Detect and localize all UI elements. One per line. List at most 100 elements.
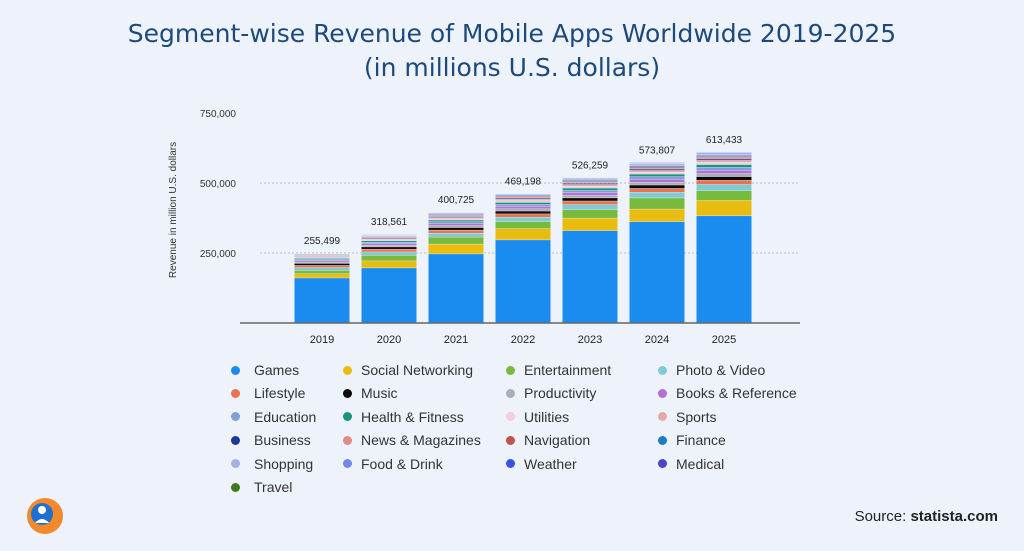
bar-segment-books-reference [428,223,484,226]
bar-segment-social-networking [629,209,685,222]
bar-segment-lifestyle [294,265,350,268]
brand-logo [27,498,63,534]
bar-total-label: 255,499 [304,236,341,247]
y-axis-label: Revenue in million U.S. dollars [168,142,179,278]
legend-item: Weather [506,456,577,472]
stacked-bar-chart: 250,000 500,000 750,000 Revenue in million … [168,109,800,346]
legend-item: Navigation [506,432,590,448]
bar-segment-education [495,204,551,207]
legend-swatch [506,459,515,469]
bar-segment-finance [696,155,752,157]
legend-swatch [343,435,352,445]
bar-segment-sports [495,199,551,201]
legend-label: Books & Reference [676,385,797,402]
bar-segment-books-reference [361,243,417,246]
bar-segment-lifestyle [428,230,484,233]
legend-swatch [658,435,667,445]
legend-item: Photo & Video [658,362,765,378]
legend-label: Business [254,432,311,449]
bar-segment-productivity [294,262,350,264]
bar-segment-sports [428,217,484,219]
bar-total-label: 318,561 [371,217,408,228]
legend-item: Books & Reference [658,385,797,401]
legend-swatch [506,388,515,398]
legend-item: Medical [658,456,724,472]
legend-swatch [506,412,515,422]
bar-segment-music [495,211,551,214]
bar-segment-sports [696,160,752,163]
bar-segment-books-reference [562,192,618,196]
bar-segment-productivity [562,195,618,198]
bar-segment-social-networking [294,274,350,278]
bar-total-label: 469,198 [505,176,542,187]
bar-segment-games [428,254,484,323]
y-tick-label: 750,000 [200,109,237,120]
bar-segment-photo-video [428,233,484,237]
bar-segment-social-networking [562,218,618,231]
bar-segment-utilities [629,172,685,174]
bar-segment-entertainment [696,190,752,201]
bar-total-label: 613,433 [706,135,743,146]
bar-segment-business [495,198,551,200]
legend-swatch [343,412,352,422]
bar-segment-news-magazines [696,157,752,159]
x-tick-label: 2019 [310,334,334,346]
bar-segment-health-fitness [629,174,685,177]
bar-segment-entertainment [361,255,417,261]
bar-segment-entertainment [629,198,685,209]
legend-item: Entertainment [506,362,611,378]
bar-segment-music [428,227,484,230]
bar-segment-games [629,221,685,323]
bar-segment-education [294,259,350,261]
legend-label: Health & Fitness [361,408,464,425]
legend-swatch [231,365,240,375]
legend-label: News & Magazines [361,432,481,449]
bar-segment-navigation [629,167,685,168]
legend-label: Games [254,362,300,378]
legend-item: Social Networking [343,362,473,378]
legend-label: Entertainment [524,362,612,378]
bar-segment-lifestyle [361,249,417,252]
legend-item: Business [231,432,311,448]
bar-segment-games [696,216,752,323]
bar-segment-sports [629,170,685,172]
bar-segment-finance [629,165,685,167]
x-tick-label: 2022 [511,334,535,346]
legend-swatch [231,482,240,492]
chart-title-line1: Segment-wise Revenue of Mobile Apps Worl… [127,19,897,48]
legend-item: Health & Fitness [343,409,464,425]
bar-segment-utilities [428,218,484,220]
bar-segment-books-reference [495,206,551,209]
legend-label: Education [254,408,317,425]
bar-segment-business [629,169,685,171]
bar-segment-photo-video [696,184,752,191]
legend-label: Music [361,385,398,402]
bar-segment-news-magazines [562,182,618,184]
bar-segment-navigation [696,156,752,158]
bar-segment-productivity [696,173,752,177]
legend-item: Food & Drink [343,456,443,472]
legend-item: Sports [658,409,716,425]
legend-item: Utilities [506,409,569,425]
x-tick-label: 2024 [645,334,669,346]
bar-segment-games [495,240,551,323]
legend-swatch [231,459,240,469]
legend-label: Navigation [524,432,591,449]
bar-segment-books-reference [294,260,350,262]
legend-swatch [343,365,352,375]
legend-label: Lifestyle [254,385,306,402]
legend-swatch [231,435,240,445]
legend-swatch [658,459,667,469]
x-tick-label: 2020 [377,334,401,346]
legend-swatch [658,365,667,375]
bar-segment-productivity [428,225,484,228]
legend-item: News & Magazines [343,432,481,448]
bar-segment-entertainment [562,209,618,218]
bar-segment-photo-video [629,192,685,198]
legend-item: Music [343,385,398,401]
y-tick-label: 500,000 [200,179,237,190]
legend-swatch [506,365,515,375]
legend-label: Productivity [524,385,597,402]
bar-total-label: 526,259 [572,161,609,172]
legend-swatch [658,412,667,422]
